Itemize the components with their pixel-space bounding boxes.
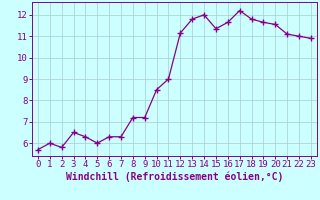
X-axis label: Windchill (Refroidissement éolien,°C): Windchill (Refroidissement éolien,°C) <box>66 172 283 182</box>
